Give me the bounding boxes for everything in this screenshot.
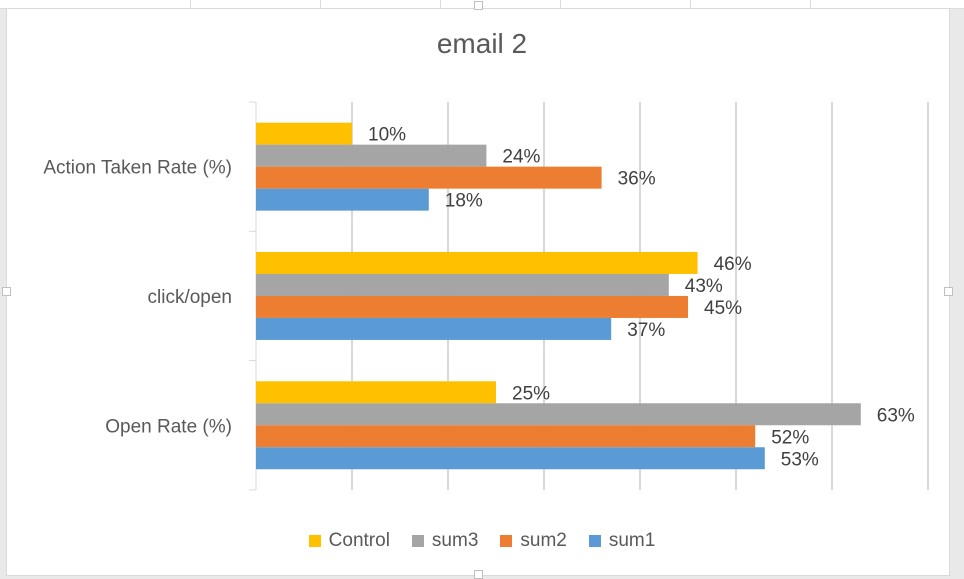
category-label: Open Rate (%) xyxy=(105,416,232,437)
data-label: 25% xyxy=(512,383,550,404)
data-label: 53% xyxy=(781,449,819,470)
legend-label: sum3 xyxy=(431,530,479,551)
legend-swatch xyxy=(308,535,321,547)
data-label: 18% xyxy=(445,191,483,212)
legend-item-sum1[interactable]: sum1 xyxy=(588,530,656,552)
legend-label: Control xyxy=(328,530,390,551)
bar-sum3[interactable] xyxy=(256,144,487,167)
legend-item-control[interactable]: Control xyxy=(308,530,390,552)
legend-item-sum2[interactable]: sum2 xyxy=(500,530,567,552)
chart-legend[interactable]: Control sum3 sum2 sum1 xyxy=(0,530,964,552)
data-label: 63% xyxy=(877,405,915,426)
category-label: click/open xyxy=(148,287,233,308)
legend-label: sum1 xyxy=(608,530,656,551)
data-label: 36% xyxy=(618,169,656,190)
bar-sum1[interactable] xyxy=(256,188,429,211)
bar-sum2[interactable] xyxy=(256,295,688,318)
bar-sum1[interactable] xyxy=(256,447,765,470)
chart-title[interactable]: email 2 xyxy=(436,28,528,59)
legend-swatch xyxy=(411,535,424,547)
category-label: Action Taken Rate (%) xyxy=(43,158,232,179)
legend-item-sum3[interactable]: sum3 xyxy=(411,530,479,552)
legend-swatch xyxy=(588,535,601,547)
data-label: 45% xyxy=(704,298,742,319)
data-label: 43% xyxy=(685,276,723,297)
legend-swatch xyxy=(500,535,513,547)
data-label: 46% xyxy=(714,254,752,275)
bar-sum3[interactable] xyxy=(256,273,669,296)
data-label: 52% xyxy=(771,427,809,448)
bar-sum3[interactable] xyxy=(256,403,861,426)
bar-sum1[interactable] xyxy=(256,317,612,340)
bar-sum2[interactable] xyxy=(256,425,756,448)
data-label: 10% xyxy=(368,125,406,146)
resize-handle-left[interactable] xyxy=(2,287,11,296)
resize-handle-right[interactable] xyxy=(944,287,953,296)
data-label: 24% xyxy=(502,147,540,168)
bar-control[interactable] xyxy=(256,251,698,274)
resize-handle-top[interactable] xyxy=(474,1,483,10)
data-label: 37% xyxy=(627,320,665,341)
bar-control[interactable] xyxy=(256,122,352,145)
legend-label: sum2 xyxy=(520,530,567,551)
bar-control[interactable] xyxy=(256,381,496,404)
bar-sum2[interactable] xyxy=(256,166,602,189)
